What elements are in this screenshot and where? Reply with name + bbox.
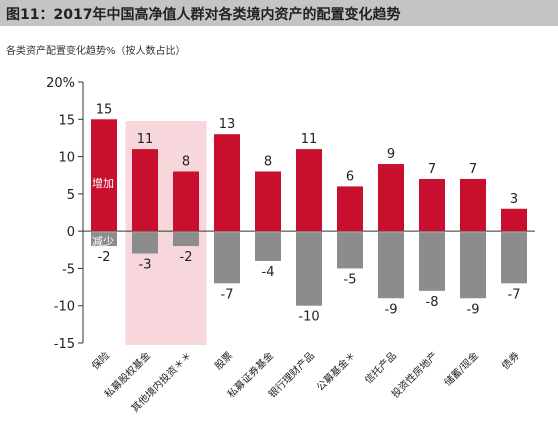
y-axis: 20% 15 10 5 0 -5 -10 -15 [46,76,535,352]
value-label-increase: 8 [264,154,272,169]
bar-decrease [255,232,281,261]
value-label-decrease: -9 [385,302,398,317]
value-label-decrease: -7 [508,287,521,302]
y-tick-label: -10 [54,300,75,315]
x-category-label: 信托产品 [362,349,399,386]
value-label-decrease: -9 [467,302,480,317]
bar-decrease [419,232,445,291]
bar-increase [378,164,404,232]
value-label-increase: 6 [346,169,354,184]
y-tick-label: -5 [62,262,75,277]
value-label-decrease: -5 [344,272,357,287]
legend-increase: 增加 [92,176,114,190]
value-label-decrease: -4 [262,265,275,280]
bar-decrease [214,232,240,284]
y-tick-label: 20% [46,76,75,91]
bar-increase [337,186,363,232]
x-category-label: 公募基金＊ [314,349,359,394]
value-label-increase: 15 [96,102,113,117]
bar-increase [173,171,199,232]
bars: 15 -2 11 -3 8 -2 13 -7 8 -4 11 -10 6 -5 9 -9 7 -8 7 -9 3 -7 [91,102,527,325]
value-label-increase: 13 [219,117,236,132]
bar-decrease [460,232,486,299]
value-label-increase: 7 [428,162,436,177]
bar-decrease [132,232,158,254]
bar-decrease [378,232,404,299]
x-category-label: 储蓄/现金 [441,349,481,389]
x-category-label: 股票 [212,350,235,373]
figure-title: 图11：2017年中国高净值人群对各类境内资产的配置变化趋势 [6,7,401,23]
bar-decrease [296,232,322,306]
figure-header: 图11：2017年中国高净值人群对各类境内资产的配置变化趋势 [0,0,558,26]
value-label-increase: 7 [469,162,477,177]
bar-increase [91,119,117,232]
legend-decrease: 减少 [92,235,114,248]
bar-increase [255,171,281,232]
chart-subtitle: 各类资产配置变化趋势%（按人数占比） [6,46,186,57]
bar-increase [296,149,322,232]
value-label-decrease: -3 [139,258,152,273]
y-tick-label: -15 [54,337,75,352]
y-tick-label: 0 [67,225,75,240]
value-label-decrease: -2 [98,250,111,265]
y-tick-label: 10 [58,151,75,166]
bar-increase [132,149,158,232]
bar-increase [501,208,527,232]
value-label-increase: 3 [510,192,518,207]
value-label-increase: 11 [301,132,318,147]
value-label-decrease: -2 [180,250,193,265]
bar-decrease [501,232,527,284]
value-label-increase: 11 [137,132,154,147]
value-label-increase: 8 [182,154,190,169]
bar-increase [460,178,486,232]
y-tick-label: 15 [58,113,75,128]
y-tick-label: 5 [67,188,75,203]
bar-increase [419,178,445,232]
x-category-label: 保险 [89,349,112,372]
bar-increase [214,134,240,232]
bar-decrease [337,232,363,269]
value-label-decrease: -10 [298,310,319,325]
value-label-decrease: -8 [426,295,439,310]
value-label-decrease: -7 [221,287,234,302]
bar-decrease [173,232,199,247]
x-category-label: 债券 [499,349,522,372]
bar-decrease [91,232,117,247]
value-label-increase: 9 [387,147,395,162]
